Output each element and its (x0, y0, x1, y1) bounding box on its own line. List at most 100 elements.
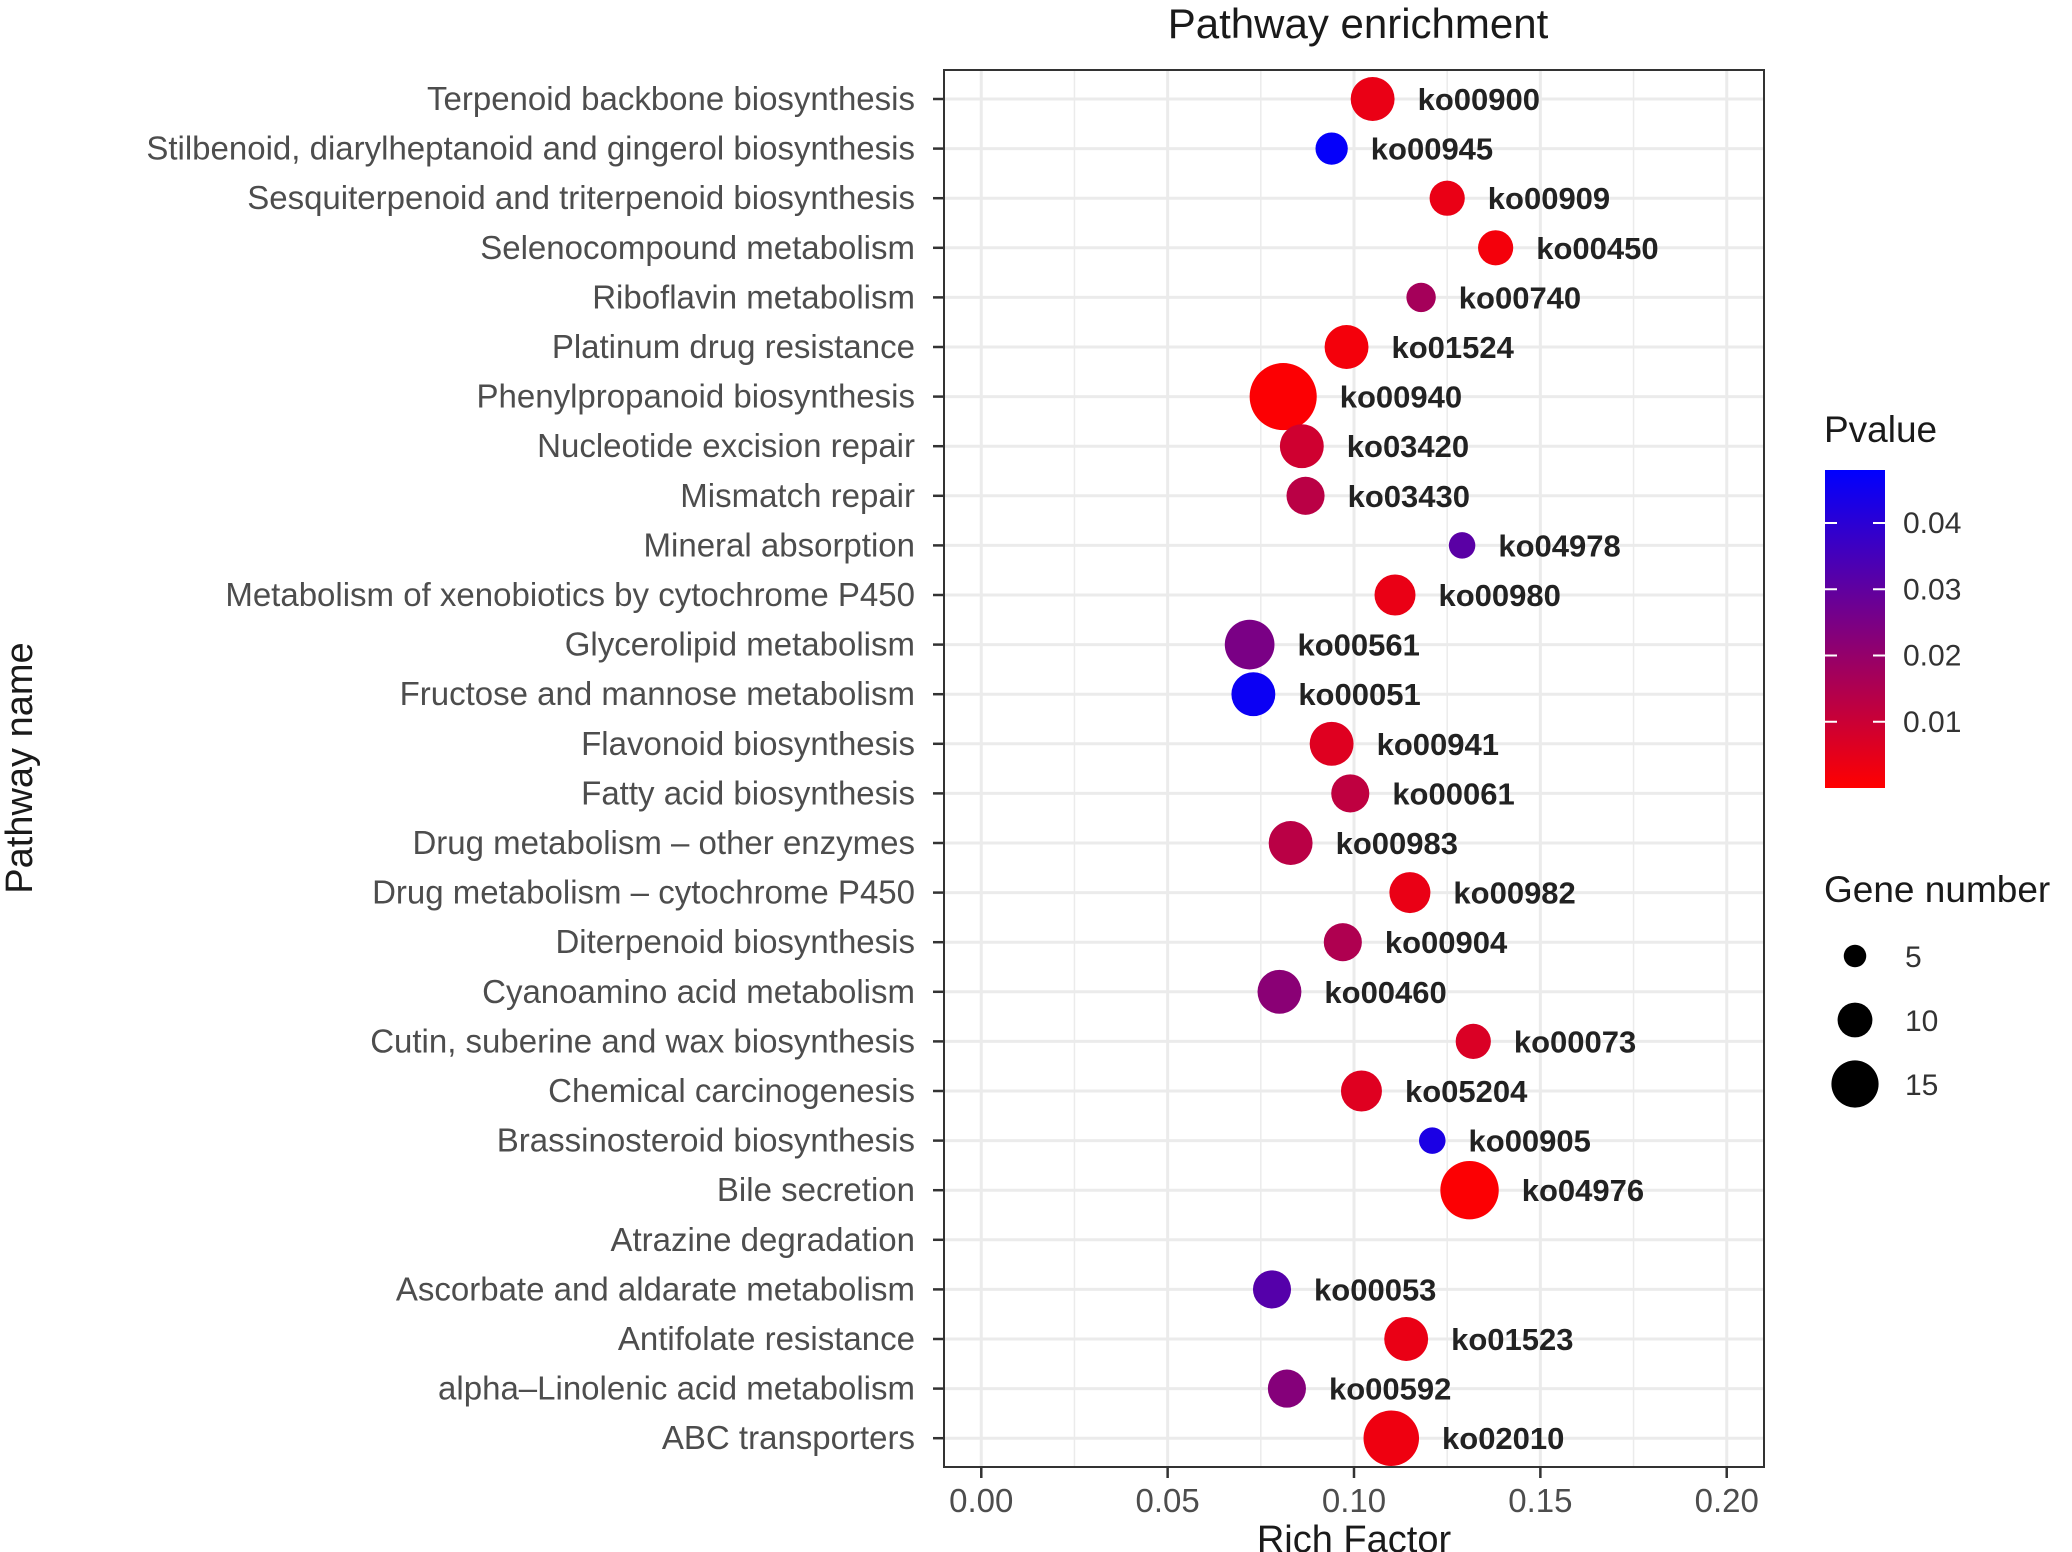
pvalue-legend: Pvalue 0.04 0.03 0.02 0.01 (1824, 409, 1961, 788)
point-label-ko01524: ko01524 (1391, 330, 1514, 365)
point-label-ko00053: ko00053 (1314, 1272, 1436, 1307)
data-point-ko00905 (1419, 1127, 1446, 1154)
y-category-label: Nucleotide excision repair (537, 427, 915, 464)
size-key-label: 5 (1905, 941, 1922, 974)
y-category-label: Fructose and mannose metabolism (400, 675, 915, 712)
data-point-ko04978 (1448, 532, 1476, 559)
size-key-label: 10 (1905, 1005, 1938, 1038)
data-point-ko05204 (1340, 1070, 1382, 1112)
data-point-ko00900 (1350, 77, 1395, 121)
point-label-ko01523: ko01523 (1451, 1322, 1573, 1357)
gene-number-legend-title: Gene number (1824, 869, 2050, 910)
x-tick-label: 0.10 (1322, 1482, 1386, 1519)
y-category-label: Phenylpropanoid biosynthesis (477, 378, 915, 415)
point-label-ko03420: ko03420 (1347, 429, 1469, 464)
data-point-ko00941 (1309, 721, 1354, 766)
y-category-label: Atrazine degradation (610, 1221, 915, 1258)
gene-number-legend-keys: 5 10 15 (1831, 941, 1938, 1108)
data-point-ko00945 (1315, 132, 1348, 165)
grid-layer (944, 70, 1764, 1467)
data-point-ko00980 (1374, 574, 1416, 616)
x-tick-label: 0.15 (1508, 1482, 1572, 1519)
point-label-ko00561: ko00561 (1297, 628, 1419, 663)
size-key-dot-10 (1837, 1002, 1873, 1038)
x-tick-label: 0.00 (949, 1482, 1013, 1519)
point-label-ko00061: ko00061 (1392, 776, 1514, 811)
y-axis-title: Pathway name (0, 642, 41, 893)
point-label-ko00940: ko00940 (1340, 380, 1462, 415)
point-label-ko00982: ko00982 (1453, 876, 1575, 911)
y-category-label: Diterpenoid biosynthesis (555, 923, 915, 960)
point-label-ko00460: ko00460 (1324, 975, 1446, 1010)
gene-number-legend: Gene number 5 10 15 (1824, 869, 2050, 1108)
point-label-ko00941: ko00941 (1377, 727, 1499, 762)
point-label-ko00051: ko00051 (1298, 677, 1420, 712)
y-category-label: Selenocompound metabolism (480, 229, 915, 266)
y-category-label: Cyanoamino acid metabolism (482, 973, 915, 1010)
data-point-ko00983 (1268, 821, 1313, 865)
y-category-label: ABC transporters (662, 1419, 915, 1456)
colorbar-tick-label: 0.03 (1903, 573, 1961, 606)
data-point-ko00909 (1429, 180, 1465, 216)
data-point-ko00940 (1249, 363, 1317, 431)
data-point-ko00460 (1257, 969, 1302, 1014)
point-label-ko00450: ko00450 (1536, 231, 1658, 266)
x-tick-label: 0.05 (1136, 1482, 1200, 1519)
data-point-ko00061 (1331, 774, 1370, 813)
point-label-ko00592: ko00592 (1329, 1372, 1451, 1407)
y-category-label: Sesquiterpenoid and triterpenoid biosynt… (247, 179, 915, 216)
x-tick-label: 0.20 (1695, 1482, 1759, 1519)
y-category-label: Platinum drug resistance (552, 328, 915, 365)
colorbar-tick-label: 0.02 (1903, 640, 1961, 673)
chart-title: Pathway enrichment (1168, 0, 1549, 47)
pvalue-colorbar-ticks: 0.04 0.03 0.02 0.01 (1825, 507, 1961, 739)
y-category-label: Drug metabolism – cytochrome P450 (372, 874, 915, 911)
colorbar-tick-label: 0.04 (1903, 507, 1961, 540)
size-key-label: 15 (1905, 1069, 1938, 1102)
y-category-label: Mineral absorption (644, 526, 915, 563)
colorbar-tick-label: 0.01 (1903, 706, 1961, 739)
y-category-label: Metabolism of xenobiotics by cytochrome … (225, 576, 915, 613)
data-point-ko04976 (1440, 1161, 1499, 1220)
size-key-dot-15 (1831, 1060, 1879, 1108)
y-category-label: Drug metabolism – other enzymes (412, 824, 915, 861)
point-label-ko00904: ko00904 (1385, 925, 1508, 960)
y-category-label: alpha–Linolenic acid metabolism (438, 1370, 915, 1407)
data-point-ko00561 (1224, 619, 1275, 670)
y-category-label: Cutin, suberine and wax biosynthesis (370, 1022, 915, 1059)
points-layer: ko00900 ko00945 ko00909 ko00450 ko00740 ko015… (1224, 77, 1659, 1466)
y-category-label: Chemical carcinogenesis (548, 1072, 915, 1109)
data-point-ko00740 (1406, 282, 1436, 313)
y-category-label: Flavonoid biosynthesis (581, 725, 915, 762)
point-label-ko02010: ko02010 (1442, 1421, 1564, 1456)
data-point-ko01523 (1384, 1317, 1429, 1361)
y-category-label: Brassinosteroid biosynthesis (497, 1122, 915, 1159)
y-category-label: Ascorbate and aldarate metabolism (396, 1270, 915, 1307)
point-label-ko00740: ko00740 (1459, 280, 1581, 315)
point-label-ko00900: ko00900 (1418, 82, 1540, 117)
data-point-ko00053 (1252, 1270, 1292, 1309)
y-category-label: Terpenoid backbone biosynthesis (427, 80, 915, 117)
point-label-ko00983: ko00983 (1336, 826, 1458, 861)
x-axis-title: Rich Factor (1257, 1519, 1452, 1552)
point-label-ko00945: ko00945 (1371, 132, 1493, 167)
y-category-label: Fatty acid biosynthesis (581, 774, 915, 811)
data-point-ko00450 (1478, 230, 1514, 266)
point-label-ko05204: ko05204 (1405, 1074, 1528, 1109)
pvalue-colorbar (1825, 470, 1885, 788)
data-point-ko00592 (1267, 1369, 1306, 1408)
data-point-ko03420 (1279, 424, 1324, 469)
size-key-dot-5 (1843, 944, 1867, 968)
data-point-ko00982 (1389, 872, 1431, 914)
point-label-ko00905: ko00905 (1469, 1124, 1591, 1159)
point-label-ko04976: ko04976 (1522, 1173, 1644, 1208)
point-label-ko00073: ko00073 (1514, 1024, 1636, 1059)
data-point-ko00051 (1231, 672, 1276, 717)
x-axis-ticks: 0.00 0.05 0.10 0.15 0.20 (949, 1467, 1759, 1519)
y-axis-category-labels: Terpenoid backbone biosynthesis Stilbenoi… (146, 80, 944, 1456)
data-point-ko02010 (1363, 1410, 1420, 1466)
y-category-label: Riboflavin metabolism (592, 278, 915, 315)
data-point-ko01524 (1324, 325, 1369, 369)
data-point-ko03430 (1286, 476, 1325, 515)
